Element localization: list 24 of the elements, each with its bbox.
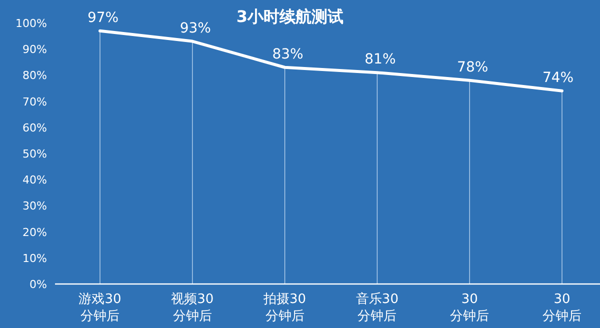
data-label: 81% <box>364 52 396 68</box>
data-label: 74% <box>542 70 574 86</box>
y-tick-label: 40% <box>22 174 47 187</box>
data-label: 78% <box>457 59 488 76</box>
x-tick-label: 音乐30分钟后 <box>356 292 398 324</box>
y-tick-label: 20% <box>22 226 47 239</box>
y-tick-label: 80% <box>22 69 47 82</box>
x-tick-label: 游戏30分钟后 <box>78 292 122 324</box>
data-label: 97% <box>87 10 119 26</box>
x-tick-label: 30分钟后 <box>542 292 582 324</box>
y-tick-label: 70% <box>22 95 47 108</box>
y-tick-label: 90% <box>22 43 47 56</box>
y-tick-label: 10% <box>22 252 47 265</box>
y-tick-label: 100% <box>16 17 47 30</box>
x-tick-label: 30分钟后 <box>450 292 490 324</box>
x-tick-label: 拍摄30分钟后 <box>262 292 306 324</box>
x-tick-label: 视频30分钟后 <box>171 292 214 324</box>
data-label: 83% <box>272 46 304 62</box>
y-tick-label: 50% <box>22 148 47 160</box>
data-label: 93% <box>180 20 211 36</box>
chart-title: 3小时续航测试 <box>236 7 344 26</box>
y-tick-label: 30% <box>22 200 47 213</box>
y-tick-label: 0% <box>30 278 47 291</box>
y-tick-label: 60% <box>22 121 47 134</box>
